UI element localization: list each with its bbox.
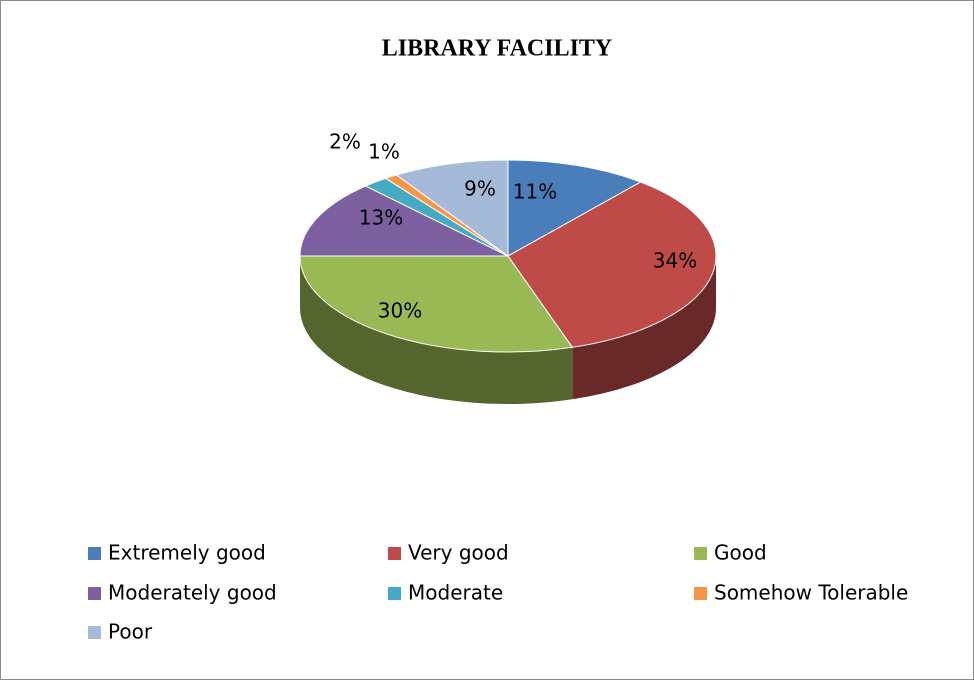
legend-swatch (694, 587, 707, 600)
legend-label: Very good (408, 541, 509, 565)
data-label: 9% (464, 177, 496, 201)
data-label: 13% (359, 206, 403, 230)
legend-swatch (694, 547, 707, 560)
legend-label: Extremely good (108, 541, 266, 565)
slice-side (572, 256, 716, 400)
legend-swatch (88, 587, 101, 600)
legend-swatch (88, 626, 101, 639)
legend-label: Good (714, 541, 767, 565)
slice (299, 185, 509, 257)
legend-label: Moderately good (108, 581, 277, 605)
slice (507, 181, 717, 348)
legend-label: Poor (108, 620, 153, 644)
slice-side (299, 256, 573, 404)
slice (507, 159, 642, 257)
data-label: 34% (653, 249, 697, 273)
data-label: 1% (368, 140, 400, 164)
data-label: 30% (378, 299, 422, 323)
legend-swatch (88, 547, 101, 560)
data-label: 2% (329, 130, 361, 154)
legend-label: Somehow Tolerable (714, 581, 908, 605)
legend-swatch (388, 587, 401, 600)
legend-swatch (388, 547, 401, 560)
data-label: 11% (513, 180, 557, 204)
slice (299, 255, 574, 353)
chart-title: LIBRARY FACILITY (382, 36, 613, 62)
slice (395, 159, 509, 257)
legend-label: Moderate (408, 581, 503, 605)
